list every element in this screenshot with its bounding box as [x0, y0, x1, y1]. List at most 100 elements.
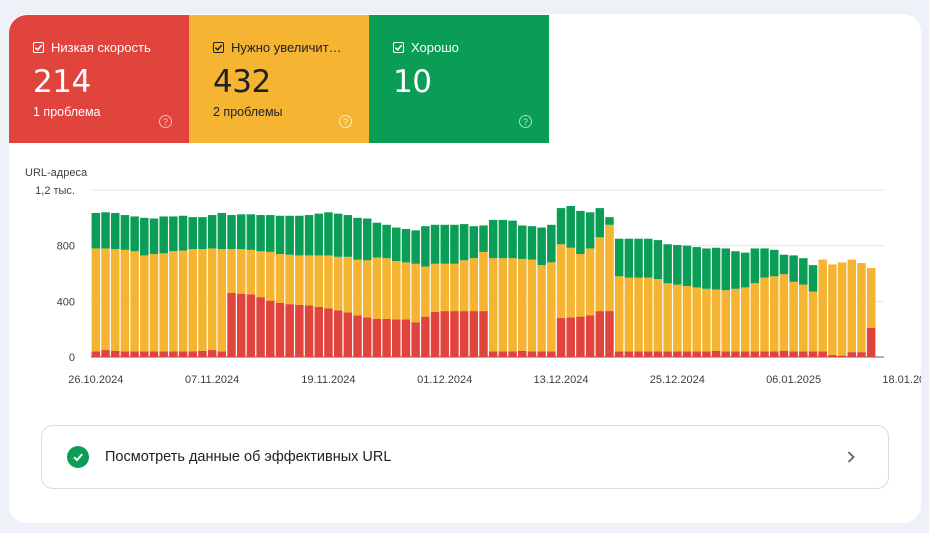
- bar-segment: [392, 319, 401, 357]
- bar-segment: [333, 213, 343, 257]
- bar-segment: [760, 248, 769, 278]
- bar-segment: [169, 351, 178, 357]
- bar-segment: [740, 252, 750, 288]
- bar-segment: [770, 249, 779, 277]
- tile-subtitle: 2 проблемы: [213, 105, 283, 119]
- help-icon[interactable]: ?: [159, 115, 172, 128]
- bar-segment: [644, 351, 653, 357]
- bar-segment: [673, 284, 682, 352]
- bar-segment: [614, 351, 624, 357]
- tile-count: 214: [33, 64, 91, 100]
- bar-segment: [537, 265, 546, 352]
- bar-segment: [110, 350, 120, 357]
- bar-segment: [421, 316, 430, 357]
- bar-segment: [479, 225, 488, 252]
- bar-segment: [518, 350, 527, 357]
- bar-segment: [479, 311, 488, 357]
- bar-segment: [595, 208, 605, 238]
- bar-segment: [411, 322, 420, 357]
- bar-segment: [731, 251, 740, 289]
- bar-segment: [430, 224, 440, 264]
- bar-segment: [808, 291, 818, 352]
- bar-segment: [188, 249, 197, 352]
- bar-segment: [440, 311, 449, 357]
- bar-segment: [178, 351, 188, 357]
- bar-segment: [556, 318, 566, 357]
- x-tick-label: 25.12.2024: [650, 374, 705, 386]
- bar-segment: [91, 212, 101, 249]
- bar-segment: [324, 308, 333, 357]
- bar-segment: [246, 249, 256, 295]
- checkbox-icon[interactable]: [393, 41, 404, 53]
- bar-segment: [828, 264, 837, 355]
- bar-segment: [808, 265, 818, 292]
- bar-segment: [673, 351, 682, 357]
- bar-segment: [169, 251, 178, 352]
- bar-segment: [353, 217, 362, 260]
- bar-segment: [304, 215, 314, 256]
- checkbox-icon[interactable]: [213, 41, 224, 53]
- bar-segment: [518, 225, 527, 259]
- bar-segment: [799, 258, 808, 285]
- bar-segment: [614, 238, 624, 277]
- bar-segment: [488, 351, 498, 357]
- bar-segment: [430, 263, 440, 312]
- bar-segment: [188, 217, 197, 250]
- x-tick-label: 06.01.2025: [766, 374, 821, 386]
- bar-segment: [595, 237, 605, 312]
- bar-segment: [372, 257, 382, 319]
- bar-segment: [217, 351, 227, 357]
- bar-segment: [566, 206, 575, 248]
- bar-segment: [537, 227, 546, 266]
- bar-segment: [799, 284, 808, 352]
- bar-segment: [236, 249, 246, 294]
- bar-segment: [585, 212, 595, 249]
- tile-poor[interactable]: Низкая скорость 214 1 проблема ?: [9, 15, 189, 143]
- bar-segment: [663, 283, 672, 352]
- bar-segment: [498, 351, 508, 357]
- bar-segment: [110, 249, 120, 351]
- bar-segment: [295, 304, 304, 357]
- x-tick-label: 26.10.2024: [68, 374, 123, 386]
- bar-segment: [450, 263, 459, 312]
- tile-label: Нужно увеличит…: [231, 39, 342, 55]
- bar-segment: [314, 213, 323, 256]
- bar-segment: [275, 215, 285, 255]
- tile-good[interactable]: Хорошо 10 ?: [369, 15, 549, 143]
- bar-segment: [285, 254, 294, 305]
- help-icon[interactable]: ?: [339, 115, 352, 128]
- bar-segment: [101, 248, 110, 351]
- bar-segment: [101, 212, 110, 249]
- chevron-right-icon: [844, 450, 858, 464]
- bar-segment: [353, 259, 362, 316]
- bar-segment: [256, 251, 265, 298]
- help-icon[interactable]: ?: [519, 115, 532, 128]
- bar-segment: [421, 266, 430, 317]
- bar-segment: [721, 248, 731, 291]
- bar-segment: [459, 224, 469, 261]
- bar-segment: [711, 350, 721, 357]
- bar-segment: [847, 259, 857, 353]
- bar-segment: [295, 255, 304, 305]
- view-good-urls-button[interactable]: Посмотреть данные об эффективных URL: [41, 425, 889, 489]
- bar-segment: [750, 283, 760, 352]
- y-tick-label: 1,2 тыс.: [35, 185, 75, 197]
- bar-segment: [634, 351, 643, 357]
- bar-segment: [644, 238, 653, 278]
- checkbox-icon[interactable]: [33, 41, 44, 53]
- bar-segment: [382, 318, 391, 357]
- bar-segment: [217, 212, 227, 250]
- bar-segment: [392, 260, 401, 320]
- report-card: Низкая скорость 214 1 проблема ? Нужно у…: [9, 14, 921, 523]
- x-tick-label: 07.11.2024: [185, 374, 239, 386]
- tile-needs-improvement[interactable]: Нужно увеличит… 432 2 проблемы ?: [189, 15, 369, 143]
- bar-segment: [566, 247, 575, 318]
- bar-segment: [275, 254, 285, 303]
- cta-label: Посмотреть данные об эффективных URL: [105, 449, 392, 465]
- bar-segment: [576, 210, 585, 255]
- bar-segment: [188, 351, 197, 357]
- bar-segment: [304, 305, 314, 357]
- bar-segment: [508, 351, 517, 357]
- bar-segment: [314, 306, 323, 357]
- bar-segment: [178, 250, 188, 352]
